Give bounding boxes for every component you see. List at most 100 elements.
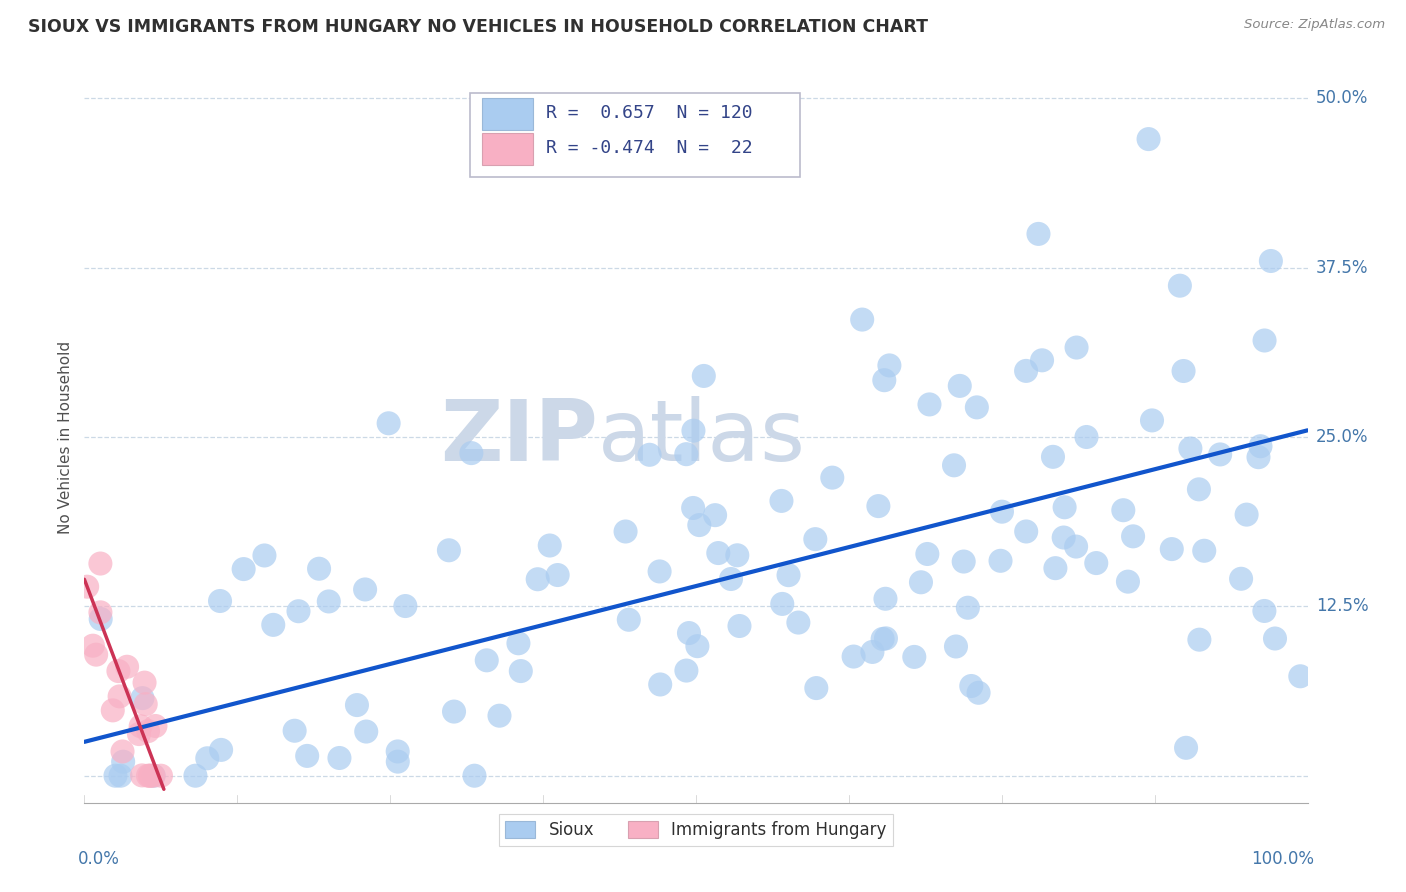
Point — [1122, 529, 1144, 543]
Point — [111, 744, 134, 758]
Point — [134, 675, 156, 690]
Point — [842, 649, 865, 664]
Point — [443, 705, 465, 719]
Point — [704, 508, 727, 523]
Point — [108, 690, 131, 704]
Point — [1116, 574, 1139, 589]
Point — [707, 546, 730, 560]
Point — [184, 769, 207, 783]
Point — [804, 532, 827, 546]
Text: R =  0.657  N = 120: R = 0.657 N = 120 — [546, 104, 752, 122]
Point — [394, 599, 416, 613]
Point — [538, 539, 561, 553]
Point — [110, 769, 132, 783]
Point — [195, 751, 218, 765]
Point — [135, 697, 157, 711]
Point — [1076, 430, 1098, 444]
Point — [990, 554, 1012, 568]
Text: atlas: atlas — [598, 395, 806, 479]
Point — [131, 691, 153, 706]
Point — [872, 632, 894, 646]
Point — [945, 640, 967, 654]
Point — [770, 597, 793, 611]
Point — [128, 727, 150, 741]
FancyBboxPatch shape — [470, 94, 800, 178]
Text: 12.5%: 12.5% — [1316, 598, 1368, 615]
Point — [1253, 334, 1275, 348]
Point — [787, 615, 810, 630]
Point — [918, 397, 941, 411]
Point — [686, 639, 709, 653]
Point — [1045, 561, 1067, 575]
Point — [917, 547, 939, 561]
Point — [682, 424, 704, 438]
Point — [952, 555, 974, 569]
Point — [346, 698, 368, 712]
Point — [1250, 439, 1272, 453]
Point — [868, 499, 890, 513]
Point — [208, 594, 231, 608]
Point — [1180, 442, 1202, 456]
Point — [488, 708, 510, 723]
Text: ZIP: ZIP — [440, 395, 598, 479]
Point — [770, 494, 793, 508]
Point — [262, 618, 284, 632]
Point — [1289, 669, 1312, 683]
Point — [875, 591, 897, 606]
Point — [318, 594, 340, 608]
Point — [1247, 450, 1270, 465]
Point — [129, 719, 152, 733]
Point — [1140, 413, 1163, 427]
Point — [1260, 254, 1282, 268]
Point — [903, 649, 925, 664]
Point — [1173, 364, 1195, 378]
Point — [1264, 632, 1286, 646]
Point — [1015, 524, 1038, 539]
Point — [1031, 353, 1053, 368]
Point — [437, 543, 460, 558]
Point — [1015, 364, 1038, 378]
Point — [131, 768, 153, 782]
FancyBboxPatch shape — [482, 133, 533, 165]
Point — [821, 470, 844, 484]
Point — [806, 681, 828, 695]
Point — [851, 312, 873, 326]
Point — [1028, 227, 1050, 241]
Point — [1209, 447, 1232, 461]
Point — [508, 636, 530, 650]
Point — [139, 769, 162, 783]
Point — [295, 748, 318, 763]
Point — [1053, 500, 1076, 515]
Point — [1175, 740, 1198, 755]
Point — [90, 612, 112, 626]
Point — [89, 557, 111, 571]
Text: SIOUX VS IMMIGRANTS FROM HUNGARY NO VEHICLES IN HOUSEHOLD CORRELATION CHART: SIOUX VS IMMIGRANTS FROM HUNGARY NO VEHI… — [28, 18, 928, 36]
Point — [1066, 341, 1088, 355]
Point — [875, 632, 897, 646]
Point — [142, 769, 165, 783]
FancyBboxPatch shape — [482, 98, 533, 130]
Point — [879, 359, 901, 373]
Point — [101, 703, 124, 717]
Point — [107, 664, 129, 678]
Point — [1042, 450, 1064, 464]
Point — [1085, 556, 1108, 570]
Text: 50.0%: 50.0% — [1316, 89, 1368, 107]
Point — [648, 565, 671, 579]
Point — [136, 724, 159, 739]
Point — [287, 604, 309, 618]
Point — [910, 575, 932, 590]
Point — [991, 505, 1014, 519]
Point — [1236, 508, 1258, 522]
Text: 37.5%: 37.5% — [1316, 259, 1368, 277]
Point — [1053, 531, 1076, 545]
Point — [688, 518, 710, 533]
Point — [112, 755, 135, 769]
Text: 100.0%: 100.0% — [1251, 850, 1313, 868]
Text: 0.0%: 0.0% — [79, 850, 120, 868]
Point — [1194, 543, 1216, 558]
Point — [253, 549, 276, 563]
Text: 25.0%: 25.0% — [1316, 428, 1368, 446]
Point — [943, 458, 966, 473]
Point — [1188, 483, 1211, 497]
